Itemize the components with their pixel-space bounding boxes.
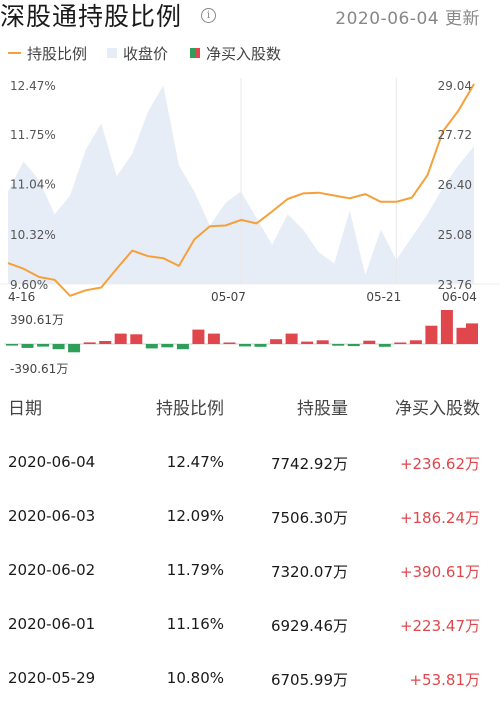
x-axis-tick: 4-16 (8, 290, 35, 304)
right-axis-tick: 27.72 (438, 128, 472, 142)
table-row[interactable]: 2020-06-03 12.09% 7506.30万 +186.24万 (0, 507, 500, 531)
table-header: 日期 持股比例 持股量 净买入股数 (0, 394, 500, 419)
net-buy-bar (114, 333, 127, 344)
row-net-buy: +236.62万 (399, 455, 480, 473)
net-buy-bar (332, 344, 345, 346)
x-axis-tick: 05-07 (211, 290, 246, 304)
net-buy-bar (270, 339, 283, 344)
row-date: 2020-06-02 (8, 561, 96, 579)
net-buy-bar (145, 344, 158, 349)
row-amount: 6929.46万 (270, 617, 348, 635)
row-amount: 7320.07万 (270, 563, 348, 581)
net-buy-bar (223, 342, 236, 344)
table-row[interactable]: 2020-06-04 12.47% 7742.92万 +236.62万 (0, 453, 500, 477)
left-axis-tick: 11.04% (10, 178, 56, 192)
net-buy-bar (52, 344, 65, 350)
row-date: 2020-06-03 (8, 507, 96, 525)
net-buy-bar (394, 342, 407, 344)
row-ratio: 10.80% (166, 669, 224, 687)
net-buy-bar (37, 344, 50, 347)
header-date: 日期 (8, 399, 42, 419)
update-date: 2020-06-04 更新 (335, 9, 480, 29)
row-net-buy: +223.47万 (399, 617, 480, 635)
bar-axis-tick-max: 390.61万 (10, 313, 64, 327)
net-buy-bar (316, 340, 329, 344)
net-buy-bar (21, 344, 34, 348)
legend-net-buy[interactable]: 净买入股数 (190, 44, 281, 64)
right-axis-tick: 26.40 (438, 178, 472, 192)
table-row[interactable]: 2020-05-29 10.80% 6705.99万 +53.81万 (0, 669, 500, 693)
net-buy-bar (83, 342, 96, 344)
row-amount: 7742.92万 (270, 455, 348, 473)
holding-chart: 12.47% 11.75% 11.04% 10.32% 9.60% 29.04 27.72 2… (0, 78, 500, 376)
header-ratio[interactable]: 持股比例 (156, 399, 224, 419)
header-net-buy[interactable]: 净买入股数 (395, 399, 480, 419)
x-axis-tick: 05-21 (366, 290, 401, 304)
net-buy-bar (6, 344, 18, 346)
right-axis-tick: 23.76 (438, 278, 472, 292)
area-swatch-icon (107, 47, 117, 58)
net-buy-bar (254, 344, 267, 347)
net-buy-bar (161, 344, 174, 348)
row-amount: 6705.99万 (270, 671, 348, 689)
table-row[interactable]: 2020-06-02 11.79% 7320.07万 +390.61万 (0, 561, 500, 585)
row-net-buy: +186.24万 (399, 509, 480, 527)
net-buy-bar (130, 334, 143, 344)
row-net-buy: +390.61万 (399, 563, 480, 581)
left-axis-tick: 9.60% (10, 278, 48, 292)
row-amount: 7506.30万 (270, 509, 348, 527)
left-axis-tick: 12.47% (10, 79, 56, 93)
row-date: 2020-05-29 (8, 669, 96, 687)
right-axis-tick: 25.08 (438, 228, 472, 242)
net-buy-bar (378, 344, 391, 347)
net-buy-bar (425, 325, 438, 344)
page-title: 深股通持股比例 (0, 2, 183, 31)
row-ratio: 11.79% (166, 561, 224, 579)
net-buy-bar (207, 333, 220, 344)
net-buy-bar (466, 323, 478, 344)
left-axis-tick: 11.75% (10, 128, 56, 142)
row-net-buy: +53.81万 (409, 671, 480, 689)
net-buy-bar (409, 340, 422, 344)
left-axis-tick: 10.32% (10, 228, 56, 242)
close-price-area (8, 85, 474, 284)
net-buy-bar (192, 329, 205, 344)
right-axis-tick: 29.04 (438, 79, 472, 93)
info-icon[interactable]: i (201, 8, 216, 23)
row-ratio: 12.09% (166, 507, 224, 525)
net-buy-bar (440, 310, 453, 344)
line-swatch-icon (8, 51, 21, 54)
row-ratio: 11.16% (166, 615, 224, 633)
legend-holding-ratio[interactable]: 持股比例 (8, 44, 87, 64)
net-buy-bar (99, 341, 112, 344)
net-buy-bar (285, 333, 298, 344)
header-amount[interactable]: 持股量 (297, 399, 348, 419)
net-buy-bar (68, 344, 81, 353)
net-buy-bar (347, 344, 360, 347)
holding-ratio-line (7, 83, 475, 297)
net-buy-bar (239, 344, 251, 347)
net-buy-bar (301, 341, 314, 344)
row-date: 2020-06-01 (8, 615, 96, 633)
net-buy-bar (456, 327, 469, 344)
net-buy-bar (176, 344, 189, 350)
net-buy-bar (363, 340, 376, 344)
row-date: 2020-06-04 (8, 453, 96, 471)
table-row[interactable]: 2020-06-01 11.16% 6929.46万 +223.47万 (0, 615, 500, 639)
bar-swatch-icon (190, 47, 200, 58)
x-axis-tick: 06-04 (442, 290, 477, 304)
bar-axis-tick-min: -390.61万 (10, 362, 68, 376)
legend-close-price[interactable]: 收盘价 (107, 44, 168, 64)
row-ratio: 12.47% (166, 453, 224, 471)
header: 深股通持股比例 i 2020-06-04 更新 (0, 0, 500, 36)
